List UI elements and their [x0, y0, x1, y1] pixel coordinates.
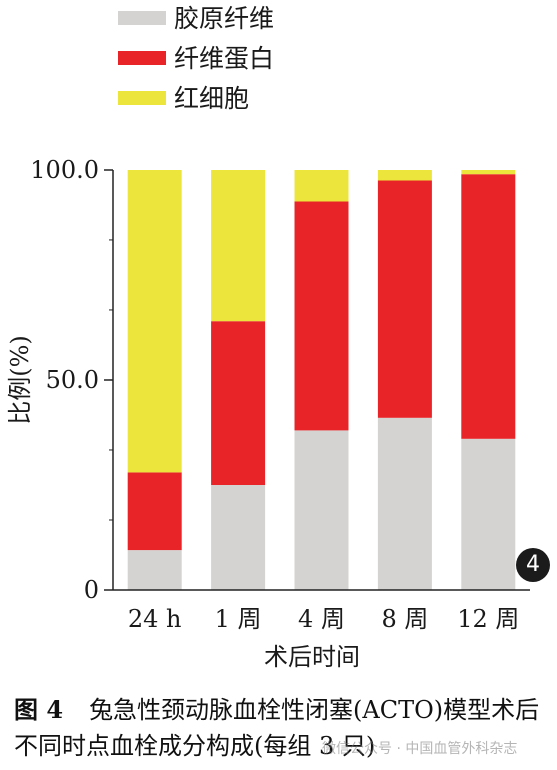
caption-label: 图 4: [14, 695, 64, 724]
bar-segment: [461, 438, 516, 590]
bar-segment: [377, 170, 432, 181]
bar-segment: [127, 550, 182, 590]
y-axis-label: 比例(%): [6, 335, 34, 425]
bar-segment: [211, 321, 266, 485]
legend-swatch: [118, 11, 166, 25]
figure-caption: 图 4 兔急性颈动脉血栓性闭塞(ACTO)模型术后不同时点血栓成分构成(每组 3 …: [14, 692, 550, 764]
axes: 0 50.0 100.0: [30, 156, 530, 604]
bar-segment: [294, 201, 349, 431]
bars: 24 h 1 周 4 周 8 周 12 周: [127, 170, 519, 633]
legend-label: 胶原纤维: [174, 4, 274, 33]
bar-segment: [127, 472, 182, 551]
bar-segment: [294, 170, 349, 202]
legend-label: 纤维蛋白: [174, 44, 274, 73]
x-tick-label: 8 周: [381, 605, 428, 633]
x-tick-label: 1 周: [215, 605, 262, 633]
figure-number-badge: 4: [516, 548, 550, 582]
bar-segment: [377, 180, 432, 418]
legend-swatch: [118, 51, 166, 65]
x-tick-label: 12 周: [457, 605, 519, 633]
y-tick-label: 100.0: [30, 156, 99, 184]
bar-segment: [461, 174, 516, 439]
x-axis-label: 术后时间: [264, 643, 360, 671]
y-tick-label: 50.0: [46, 366, 99, 394]
bar-segment: [294, 430, 349, 590]
x-tick-label: 4 周: [298, 605, 345, 633]
x-tick-label: 24 h: [128, 605, 182, 633]
caption-text: 兔急性颈动脉血栓性闭塞(ACTO)模型术后不同时点血栓成分构成(每组 3 只): [14, 696, 540, 760]
bar-segment: [211, 485, 266, 590]
watermark: 微信公众号 · 中国血管外科杂志: [322, 741, 518, 757]
y-tick-label: 0: [84, 576, 99, 604]
bar-segment: [377, 417, 432, 590]
legend-swatch: [118, 91, 166, 105]
bar-segment: [211, 170, 266, 322]
bar-segment: [461, 170, 516, 175]
bar-segment: [127, 170, 182, 473]
legend-label: 红细胞: [174, 84, 249, 113]
